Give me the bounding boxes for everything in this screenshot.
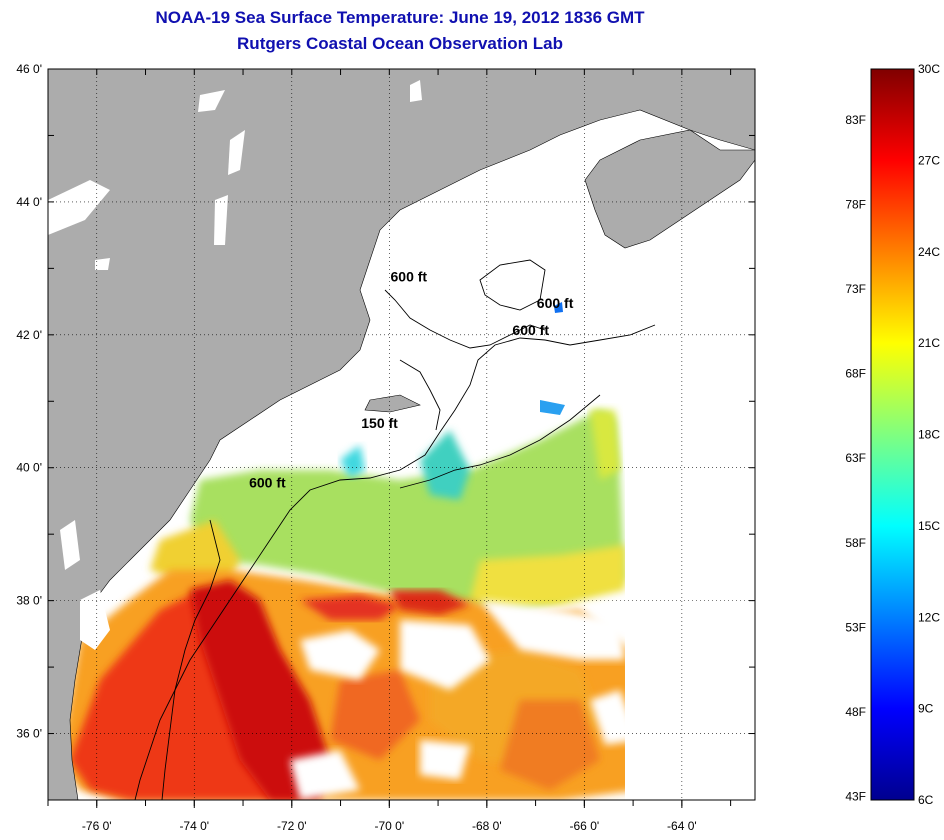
lat-tick-label: 38 0' (16, 594, 42, 608)
lat-tick-label: 40 0' (16, 461, 42, 475)
lon-tick-label: -76 0' (82, 819, 112, 833)
map-title: NOAA-19 Sea Surface Temperature: June 19… (155, 8, 645, 27)
bathymetry-contours (134, 259, 656, 800)
colorbar-fahrenheit-label: 78F (845, 197, 866, 211)
colorbar-gradient (870, 68, 915, 801)
colorbar-celsius-label: 24C (918, 245, 940, 259)
sst-field (60, 302, 640, 800)
colorbar-fahrenheit-label: 53F (845, 620, 866, 634)
map-frame (47, 68, 756, 801)
lon-tick-label: -70 0' (374, 819, 404, 833)
colorbar-fahrenheit-label: 43F (845, 790, 866, 804)
contour-label-2: 600 ft (512, 322, 549, 338)
lon-tick-label: -74 0' (179, 819, 209, 833)
contour-labels: 600 ft 600 ft 600 ft 150 ft 600 ft (249, 269, 574, 491)
colorbar-celsius-label: 6C (918, 793, 934, 807)
colorbar-fahrenheit-label: 68F (845, 367, 866, 381)
contour-label-4: 600 ft (249, 475, 286, 491)
lon-tick-label: -64 0' (667, 819, 697, 833)
colorbar-celsius-label: 9C (918, 702, 934, 716)
colorbar-fahrenheit-label: 83F (845, 113, 866, 127)
colorbar-celsius-label: 27C (918, 153, 940, 167)
colorbar-celsius-label: 12C (918, 610, 940, 624)
colorbar-fahrenheit-label: 48F (845, 705, 866, 719)
lon-tick-label: -72 0' (277, 819, 307, 833)
colorbar-fahrenheit-label: 63F (845, 451, 866, 465)
colorbar-celsius-labels: 30C 27C 24C 21C 18C 15C 12C 9C 6C (918, 62, 940, 807)
lon-tick-label: -66 0' (570, 819, 600, 833)
lon-tick-label: -68 0' (472, 819, 502, 833)
inland-lakes (48, 80, 422, 650)
lat-tick-label: 36 0' (16, 727, 42, 741)
colorbar-celsius-label: 30C (918, 62, 940, 76)
contour-label-0: 600 ft (391, 269, 428, 285)
cloud-gaps (290, 400, 755, 800)
lat-tick-label: 46 0' (16, 62, 42, 76)
colorbar-celsius-label: 18C (918, 428, 940, 442)
colorbar-celsius-label: 21C (918, 336, 940, 350)
axis-labels: -76 0' -74 0' -72 0' -70 0' -68 0' -66 0' -64 … (16, 62, 696, 833)
colorbar-fahrenheit-label: 73F (845, 282, 866, 296)
colorbar-celsius-label: 15C (918, 519, 940, 533)
axis-ticks (47, 68, 755, 808)
lat-tick-label: 42 0' (16, 328, 42, 342)
land-mass (48, 69, 755, 800)
contour-label-3: 150 ft (361, 415, 398, 431)
colorbar-fahrenheit-label: 58F (845, 536, 866, 550)
contour-label-1: 600 ft (537, 295, 574, 311)
colorbar: 30C 27C 24C 21C 18C 15C 12C 9C 6C 83F 78F 73F 68F 63… (845, 62, 940, 807)
lat-tick-label: 44 0' (16, 195, 42, 209)
colorbar-fahrenheit-labels: 83F 78F 73F 68F 63F 58F 53F 48F 43F (845, 113, 866, 804)
map-subtitle: Rutgers Coastal Ocean Observation Lab (237, 34, 563, 53)
